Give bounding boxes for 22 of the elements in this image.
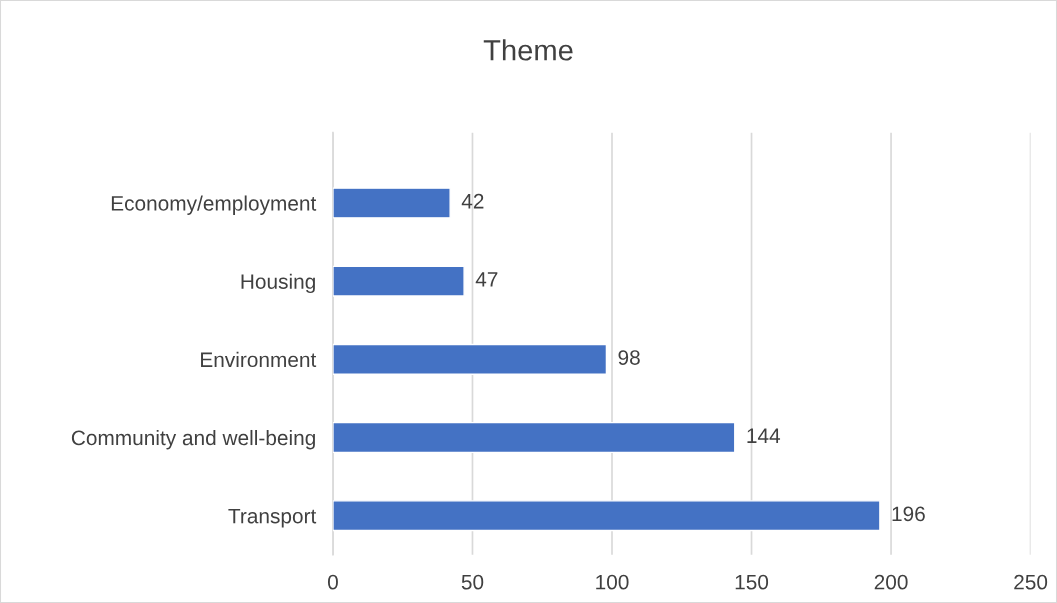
data-label: 42 <box>461 193 484 209</box>
x-tick-label: 250 <box>1014 574 1048 590</box>
x-tick-label: 50 <box>461 574 484 590</box>
y-tick-label: Community and well-being <box>71 429 315 450</box>
bar <box>332 187 451 219</box>
data-label: 144 <box>747 428 781 443</box>
y-tick-label: Transport <box>228 508 317 528</box>
x-tick-label: 0 <box>327 574 338 590</box>
x-tick-label: 150 <box>735 574 769 590</box>
bar <box>332 265 465 297</box>
x-tick-label: 100 <box>596 574 629 590</box>
y-tick-label: Economy/employment <box>111 195 317 215</box>
chart-title: Theme <box>483 39 573 61</box>
x-tick-label: 200 <box>874 574 908 590</box>
bar <box>332 500 881 532</box>
bar <box>332 343 608 375</box>
y-tick-label: Environment <box>201 351 317 368</box>
y-tick-label: Housing <box>241 273 315 294</box>
data-label: 98 <box>618 350 640 365</box>
data-label: 47 <box>475 272 498 287</box>
data-label: 196 <box>892 506 925 522</box>
bar <box>332 421 736 454</box>
